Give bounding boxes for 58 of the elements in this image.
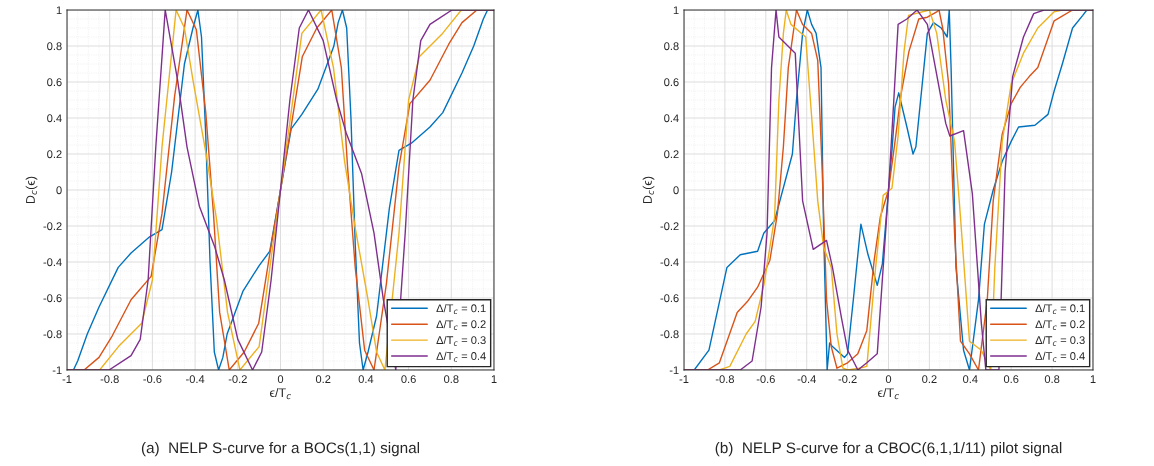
y-tick-label: 0.6 — [664, 78, 679, 87]
y-tick-label: 0.8 — [47, 42, 62, 51]
x-tick-label: 0.6 — [401, 375, 416, 384]
legend-label: Δ/T$_{c}$ = 0.4 — [436, 351, 486, 362]
x-axis-title: ϵ/T$_{c}$ — [877, 387, 899, 400]
y-tick-label: -0.8 — [660, 330, 679, 339]
x-tick-label: 0.2 — [315, 375, 331, 384]
legend-label: Δ/T$_{c}$ = 0.2 — [436, 319, 486, 330]
y-tick-label: 0.4 — [664, 114, 679, 123]
x-tick-label: 0 — [277, 375, 284, 384]
y-axis-title: D$_{c}$(ϵ) — [642, 176, 655, 204]
y-tick-label: 0 — [673, 186, 679, 195]
x-tick-label: 0.6 — [1003, 375, 1019, 384]
x-tick-label: -0.8 — [715, 375, 734, 384]
y-tick-label: -1 — [52, 366, 62, 375]
y-tick-label: -0.2 — [660, 222, 679, 231]
y-tick-label: -0.6 — [660, 294, 679, 303]
y-tick-label: 1 — [56, 6, 62, 15]
x-axis-title: ϵ/T$_{c}$ — [269, 387, 291, 400]
y-tick-label: -0.4 — [43, 258, 62, 267]
legend-label: Δ/T$_{c}$ = 0.1 — [436, 304, 486, 315]
x-tick-label: -1 — [62, 375, 72, 383]
x-tick-label: 0.2 — [922, 375, 937, 384]
legend-label: Δ/T$_{c}$ = 0.4 — [1035, 351, 1085, 362]
legend-label: Δ/T$_{c}$ = 0.3 — [436, 335, 486, 346]
legend-label: Δ/T$_{c}$ = 0.3 — [1035, 335, 1085, 346]
y-tick-label: -0.2 — [43, 222, 62, 231]
y-tick-label: 0.8 — [664, 42, 679, 51]
x-tick-label: 0.4 — [358, 375, 374, 384]
y-tick-label: -0.4 — [660, 258, 679, 267]
y-tick-label: -0.6 — [43, 294, 62, 303]
y-tick-label: 0.2 — [664, 150, 679, 159]
y-axis-title: D$_{c}$(ϵ) — [25, 176, 38, 204]
x-tick-label: 0 — [885, 375, 892, 384]
y-tick-label: 0.2 — [47, 150, 62, 159]
y-tick-label: 1 — [673, 6, 679, 15]
x-tick-label: 1 — [491, 375, 497, 383]
y-tick-label: 0 — [56, 186, 62, 195]
legend-label: Δ/T$_{c}$ = 0.2 — [1035, 319, 1085, 330]
x-tick-label: -0.4 — [186, 375, 205, 384]
text: (b) NELP S-curve for a CBOC(6,1,1/11) pilot signal — [715, 442, 1062, 457]
x-tick-label: 0.4 — [963, 375, 978, 384]
x-tick-label: 0.8 — [1044, 375, 1060, 384]
x-tick-label: -0.2 — [838, 375, 857, 384]
legend-label: Δ/T$_{c}$ = 0.1 — [1035, 304, 1085, 315]
text: (a) NELP S-curve for a BOCs(1,1) signal — [141, 442, 420, 457]
y-tick-label: -0.8 — [43, 330, 62, 339]
y-tick-label: -1 — [669, 366, 679, 375]
x-tick-label: -1 — [679, 375, 689, 383]
x-tick-label: 1 — [1090, 375, 1096, 383]
x-tick-label: 0.8 — [444, 375, 459, 384]
y-tick-label: 0.6 — [47, 78, 62, 87]
y-tick-label: 0.4 — [47, 114, 62, 123]
x-tick-label: -0.8 — [100, 375, 119, 384]
x-tick-label: -0.6 — [756, 375, 775, 384]
x-tick-label: -0.2 — [228, 375, 247, 384]
x-tick-label: -0.6 — [143, 375, 162, 384]
x-tick-label: -0.4 — [797, 375, 816, 384]
